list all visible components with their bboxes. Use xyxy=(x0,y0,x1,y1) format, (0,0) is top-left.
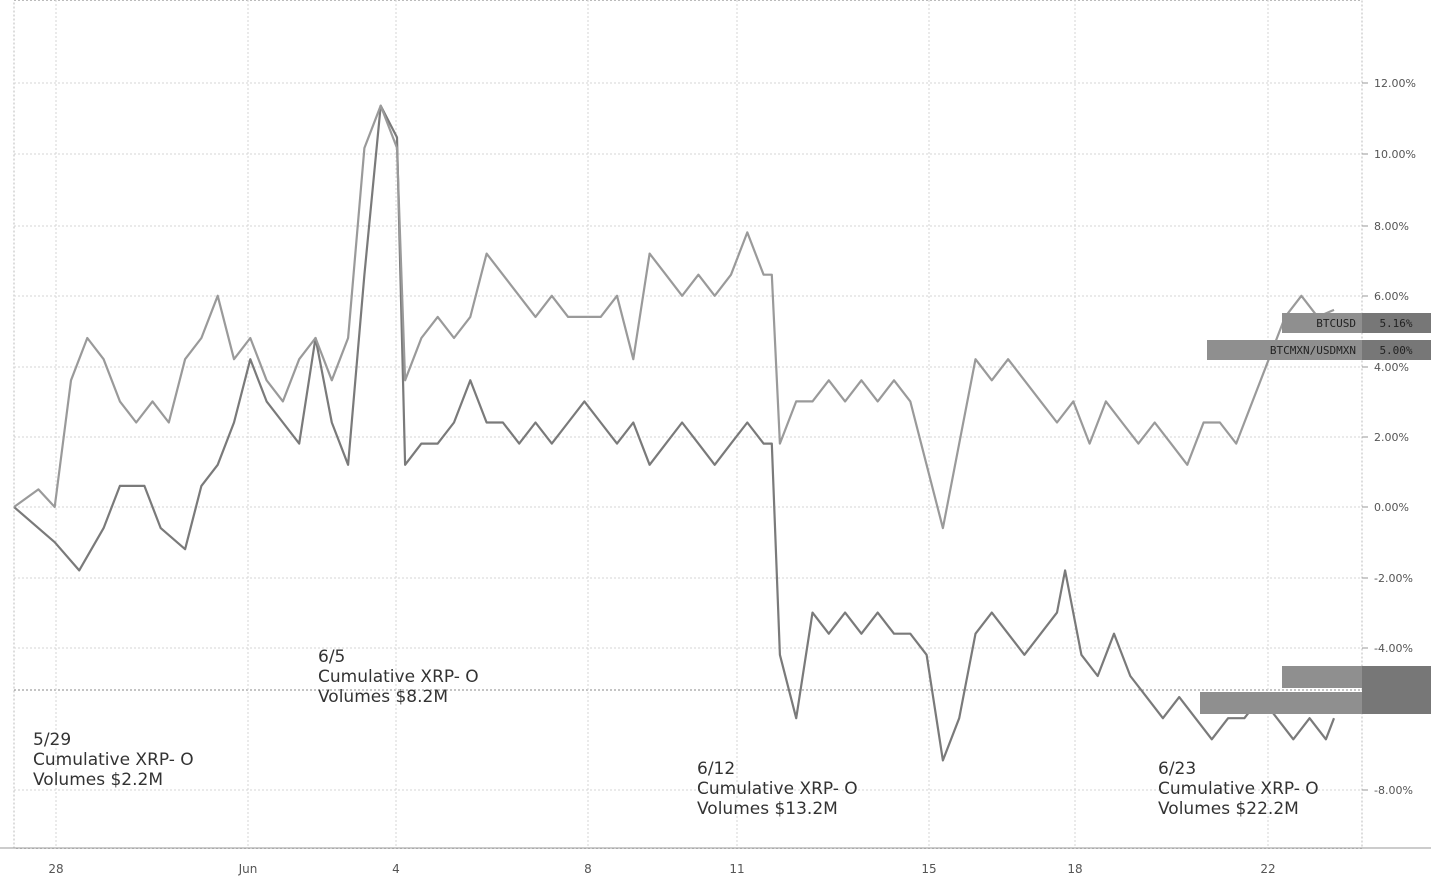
annotation-line: 5/29 xyxy=(33,730,71,750)
annotation-line: Cumulative XRP- O xyxy=(1158,779,1319,799)
x-tick-label: 18 xyxy=(1067,862,1082,876)
series-line-1 xyxy=(13,104,1335,530)
y-tick-label: 2.00% xyxy=(1374,431,1409,444)
series-value: 5.00% xyxy=(1379,344,1412,357)
x-tick-label: 15 xyxy=(921,862,936,876)
series-name-tag xyxy=(1207,340,1362,360)
y-tick-label: -8.00% xyxy=(1374,784,1413,797)
x-tick-label: 8 xyxy=(584,862,592,876)
annotation-line: Volumes $13.2M xyxy=(697,799,838,819)
y-axis: 12.00% 10.00% 8.00% 6.00% 4.00% 2.00% 0.00% -2.… xyxy=(1362,77,1416,797)
series-group xyxy=(13,104,1336,762)
y-tick-label: 0.00% xyxy=(1374,501,1409,514)
y-tick-label: 12.00% xyxy=(1374,77,1416,90)
x-tick-label: Jun xyxy=(238,862,258,876)
x-tick-label: 28 xyxy=(48,862,63,876)
y-tick-label: 8.00% xyxy=(1374,220,1409,233)
crosshair-tag xyxy=(1200,692,1362,714)
series-value: 5.16% xyxy=(1379,317,1412,330)
crosshair-value-tag xyxy=(1362,666,1431,714)
annotation-line: Cumulative XRP- O xyxy=(33,750,194,770)
series-name-tag xyxy=(1282,313,1362,333)
annotation-line: Volumes $8.2M xyxy=(318,687,448,707)
annotation-line: 6/5 xyxy=(318,647,345,667)
series-name: BTCUSD xyxy=(1316,317,1356,330)
series-name: BTCMXN/USDMXN xyxy=(1270,344,1356,357)
x-tick-label: 22 xyxy=(1260,862,1275,876)
series-value-tag xyxy=(1362,313,1431,333)
y-tick-label: -2.00% xyxy=(1374,572,1413,585)
annotation-line: Volumes $2.2M xyxy=(33,770,163,790)
last-value-labels: BTCUSD 5.16% BTCMXN/USDMXN 5.00% xyxy=(1200,313,1431,714)
series-value-tag xyxy=(1362,340,1431,360)
y-tick-label: 10.00% xyxy=(1374,148,1416,161)
crosshair-tag xyxy=(1282,666,1362,688)
annotation-line: Cumulative XRP- O xyxy=(318,667,479,687)
x-tick-label: 4 xyxy=(392,862,400,876)
series-line-0 xyxy=(13,104,1336,762)
y-tick-label: -4.00% xyxy=(1374,642,1413,655)
annotation-line: 6/23 xyxy=(1158,759,1196,779)
annotation-line: 6/12 xyxy=(697,759,735,779)
x-tick-label: 11 xyxy=(729,862,744,876)
annotation-line: Volumes $22.2M xyxy=(1158,799,1299,819)
y-tick-label: 4.00% xyxy=(1374,361,1409,374)
y-tick-label: 6.00% xyxy=(1374,290,1409,303)
annotation-line: Cumulative XRP- O xyxy=(697,779,858,799)
x-axis: 28 Jun 4 8 11 15 18 22 xyxy=(0,847,1431,876)
